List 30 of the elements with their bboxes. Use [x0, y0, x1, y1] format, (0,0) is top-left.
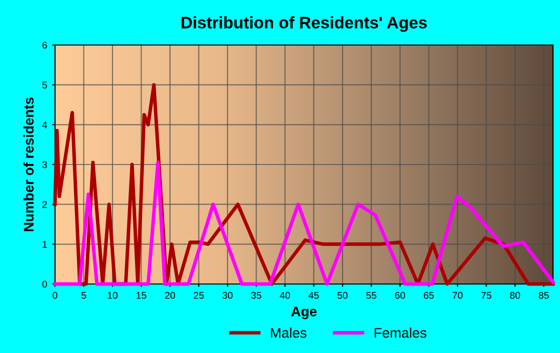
x-tick-label: 85	[538, 292, 549, 299]
x-axis-title: Age	[291, 306, 317, 320]
x-tick-label: 65	[424, 292, 434, 299]
y-tick-label: 0	[42, 280, 47, 288]
x-tick-label: 25	[194, 292, 204, 299]
y-tick-label: 5	[42, 82, 47, 88]
x-tick-label: 60	[395, 292, 406, 299]
x-tick-label: 20	[165, 292, 176, 299]
y-tick-label: 4	[42, 122, 48, 128]
x-tick-label: 50	[338, 292, 348, 299]
x-tick-label: 10	[108, 292, 118, 299]
x-tick-label: 15	[136, 292, 146, 299]
x-tick-label: 30	[222, 292, 233, 299]
y-tick-label: 2	[42, 201, 47, 208]
y-tick-label: 3	[42, 161, 47, 168]
chart-title: Distribution of Residents' Ages	[182, 16, 427, 32]
x-tick-label: 0	[52, 292, 58, 299]
x-tick-label: 5	[81, 292, 86, 299]
legend-label: Males	[271, 328, 306, 338]
legend-label: Females	[374, 328, 426, 338]
x-tick-label: 40	[280, 292, 290, 299]
x-tick-label: 70	[452, 292, 463, 299]
x-tick-label: 75	[481, 292, 492, 299]
x-tick-label: 80	[510, 292, 520, 299]
x-tick-label: 45	[308, 292, 319, 299]
y-axis-title: Number of residents	[23, 98, 34, 232]
y-tick-label: 6	[42, 42, 47, 49]
x-tick-label: 35	[251, 292, 262, 299]
y-tick-label: 1	[42, 241, 47, 248]
x-tick-label: 55	[366, 292, 376, 299]
